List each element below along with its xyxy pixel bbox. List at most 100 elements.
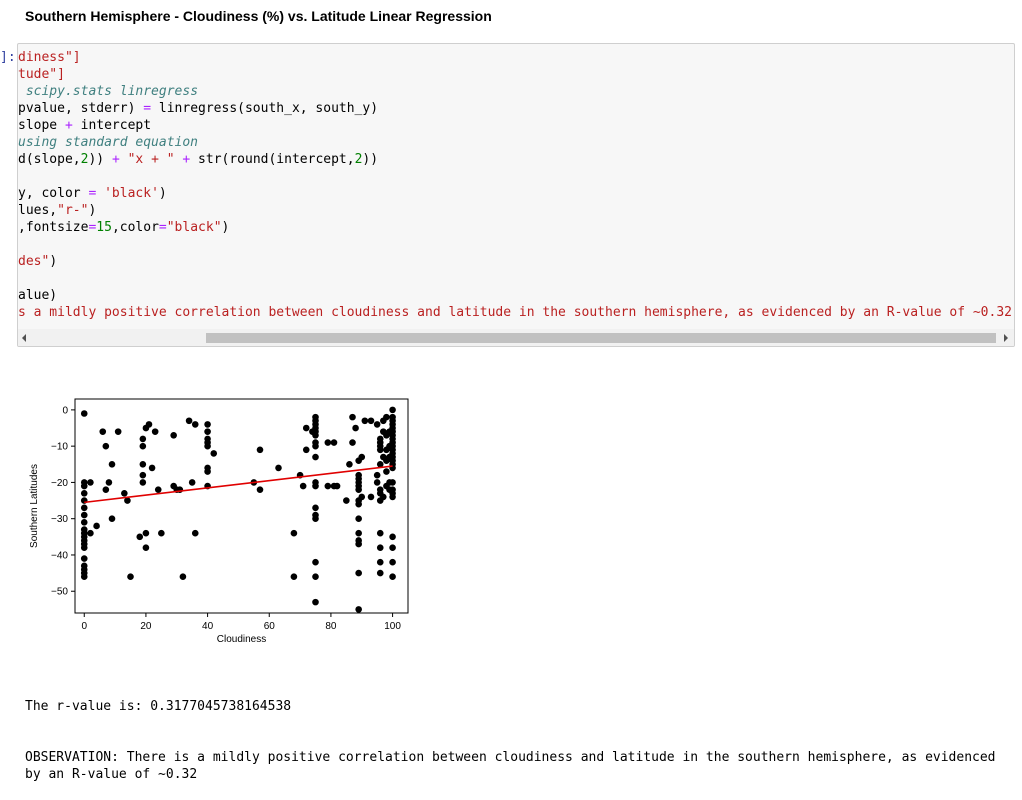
data-point [210, 450, 218, 457]
data-point [87, 529, 94, 537]
data-point [355, 569, 362, 577]
code-token: ,color [111, 220, 159, 235]
code-token: lues, [18, 203, 58, 218]
code-cell[interactable]: diness"] tude"] scipy.stats linregress pva… [17, 43, 1015, 347]
data-point [312, 558, 319, 566]
data-point [367, 493, 375, 501]
code-token: + [182, 152, 191, 167]
scatter-chart: 0 −10 −20 −30 −40 −50 0 20 40 60 80 100 Cloudiness… [29, 398, 409, 645]
cell-prompt: ]: [0, 50, 16, 65]
horizontal-scrollbar[interactable] [18, 329, 1014, 346]
data-point [139, 460, 147, 468]
data-point [127, 573, 134, 581]
data-point [312, 482, 319, 490]
data-point [376, 544, 384, 552]
y-axis-label: Southern Latitudes [29, 464, 40, 548]
data-point [312, 515, 319, 522]
code-line [18, 270, 1014, 287]
data-point [105, 479, 113, 486]
data-point [355, 500, 362, 508]
code-token [96, 186, 104, 201]
data-point [154, 486, 162, 493]
code-token: ) [221, 220, 230, 235]
data-point [383, 413, 390, 421]
code-editor[interactable]: diness"] tude"] scipy.stats linregress pva… [18, 49, 1015, 321]
code-token [120, 152, 128, 167]
x-axis-label: Cloudiness [217, 634, 266, 645]
code-token: 2 [354, 152, 363, 167]
data-point [114, 428, 122, 435]
code-token: )) [88, 152, 112, 167]
code-token: = [88, 186, 97, 201]
data-point [324, 439, 332, 446]
data-point [324, 482, 332, 490]
scrollbar-thumb[interactable] [206, 333, 996, 343]
scroll-right-arrow-icon[interactable] [1004, 334, 1008, 342]
data-point [355, 486, 362, 493]
data-point [346, 460, 353, 468]
x-tick-label: 20 [140, 621, 152, 632]
code-token: s a mildly positive correlation between … [18, 305, 1015, 320]
data-point [142, 544, 150, 552]
data-point [376, 460, 384, 468]
x-tick-label: 60 [264, 621, 276, 632]
code-token: "r-" [57, 203, 89, 218]
data-point [376, 558, 384, 566]
data-point [188, 479, 196, 486]
code-line: scipy.stats linregress [18, 83, 1014, 100]
code-token: slope [18, 118, 65, 133]
data-point [204, 421, 211, 428]
data-point [151, 428, 159, 435]
code-token: 15 [96, 220, 112, 235]
section-heading: Southern Hemisphere - Cloudiness (%) vs.… [25, 8, 492, 24]
data-point [191, 529, 199, 537]
code-token: "x + " [127, 152, 175, 167]
data-point [389, 573, 396, 581]
data-point [358, 493, 366, 501]
code-line: ,fontsize=15,color="black") [18, 219, 1014, 236]
data-point [256, 486, 264, 493]
scroll-left-arrow-icon[interactable] [22, 334, 26, 342]
code-line: y, color = 'black') [18, 185, 1014, 202]
data-point [139, 479, 147, 486]
code-token: y, color [18, 186, 89, 201]
x-tick-label: 100 [384, 621, 401, 632]
data-point [185, 417, 193, 425]
plot-frame [74, 398, 409, 614]
code-token: pvalue, stderr) [18, 101, 144, 116]
data-point [80, 573, 88, 581]
code-token: = [143, 101, 152, 116]
cell-output: The r-value is: 0.3177045738164538 OBSER… [25, 664, 1015, 800]
data-point [290, 529, 298, 537]
data-point [136, 533, 144, 541]
data-point [302, 424, 310, 432]
data-point [299, 482, 307, 490]
data-point [80, 504, 88, 512]
data-point [355, 540, 362, 548]
y-tick-label: −50 [51, 587, 68, 598]
x-tick-label: 0 [81, 621, 87, 632]
data-point [80, 544, 88, 552]
code-line: d(slope,2)) + "x + " + str(round(interce… [18, 151, 1014, 168]
code-token: ) [158, 186, 167, 201]
rvalue-output: The r-value is: 0.3177045738164538 [25, 699, 292, 714]
data-point [139, 435, 147, 443]
data-point [389, 479, 396, 486]
data-point [99, 428, 107, 435]
x-axis-ticks: 0 20 40 60 80 100 [81, 613, 401, 632]
y-tick-label: −10 [51, 442, 68, 453]
code-token: + [64, 118, 73, 133]
code-token: d(slope, [18, 152, 81, 167]
data-point [170, 431, 177, 439]
code-token: des" [18, 254, 50, 269]
data-point [80, 482, 88, 490]
data-point [191, 421, 199, 428]
data-point [373, 421, 381, 428]
data-point [102, 442, 110, 450]
data-point [376, 446, 384, 454]
data-point [343, 497, 350, 504]
code-token: linregress [119, 84, 199, 99]
data-point [80, 490, 88, 497]
data-point [275, 464, 282, 472]
data-point [80, 519, 88, 526]
